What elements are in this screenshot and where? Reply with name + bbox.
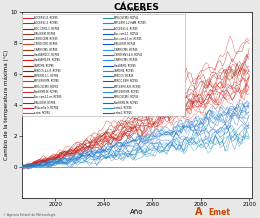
Y-axis label: Cambio de la temperatura máxima (°C): Cambio de la temperatura máxima (°C) [3, 50, 9, 160]
Title: CÁCERES: CÁCERES [114, 3, 160, 12]
Text: ANUAL: ANUAL [126, 7, 147, 12]
X-axis label: Año: Año [130, 209, 143, 215]
Text: A: A [195, 207, 203, 217]
Text: Emet: Emet [208, 208, 230, 217]
Text: © Agencia Estatal de Meteorología: © Agencia Estatal de Meteorología [3, 213, 55, 217]
